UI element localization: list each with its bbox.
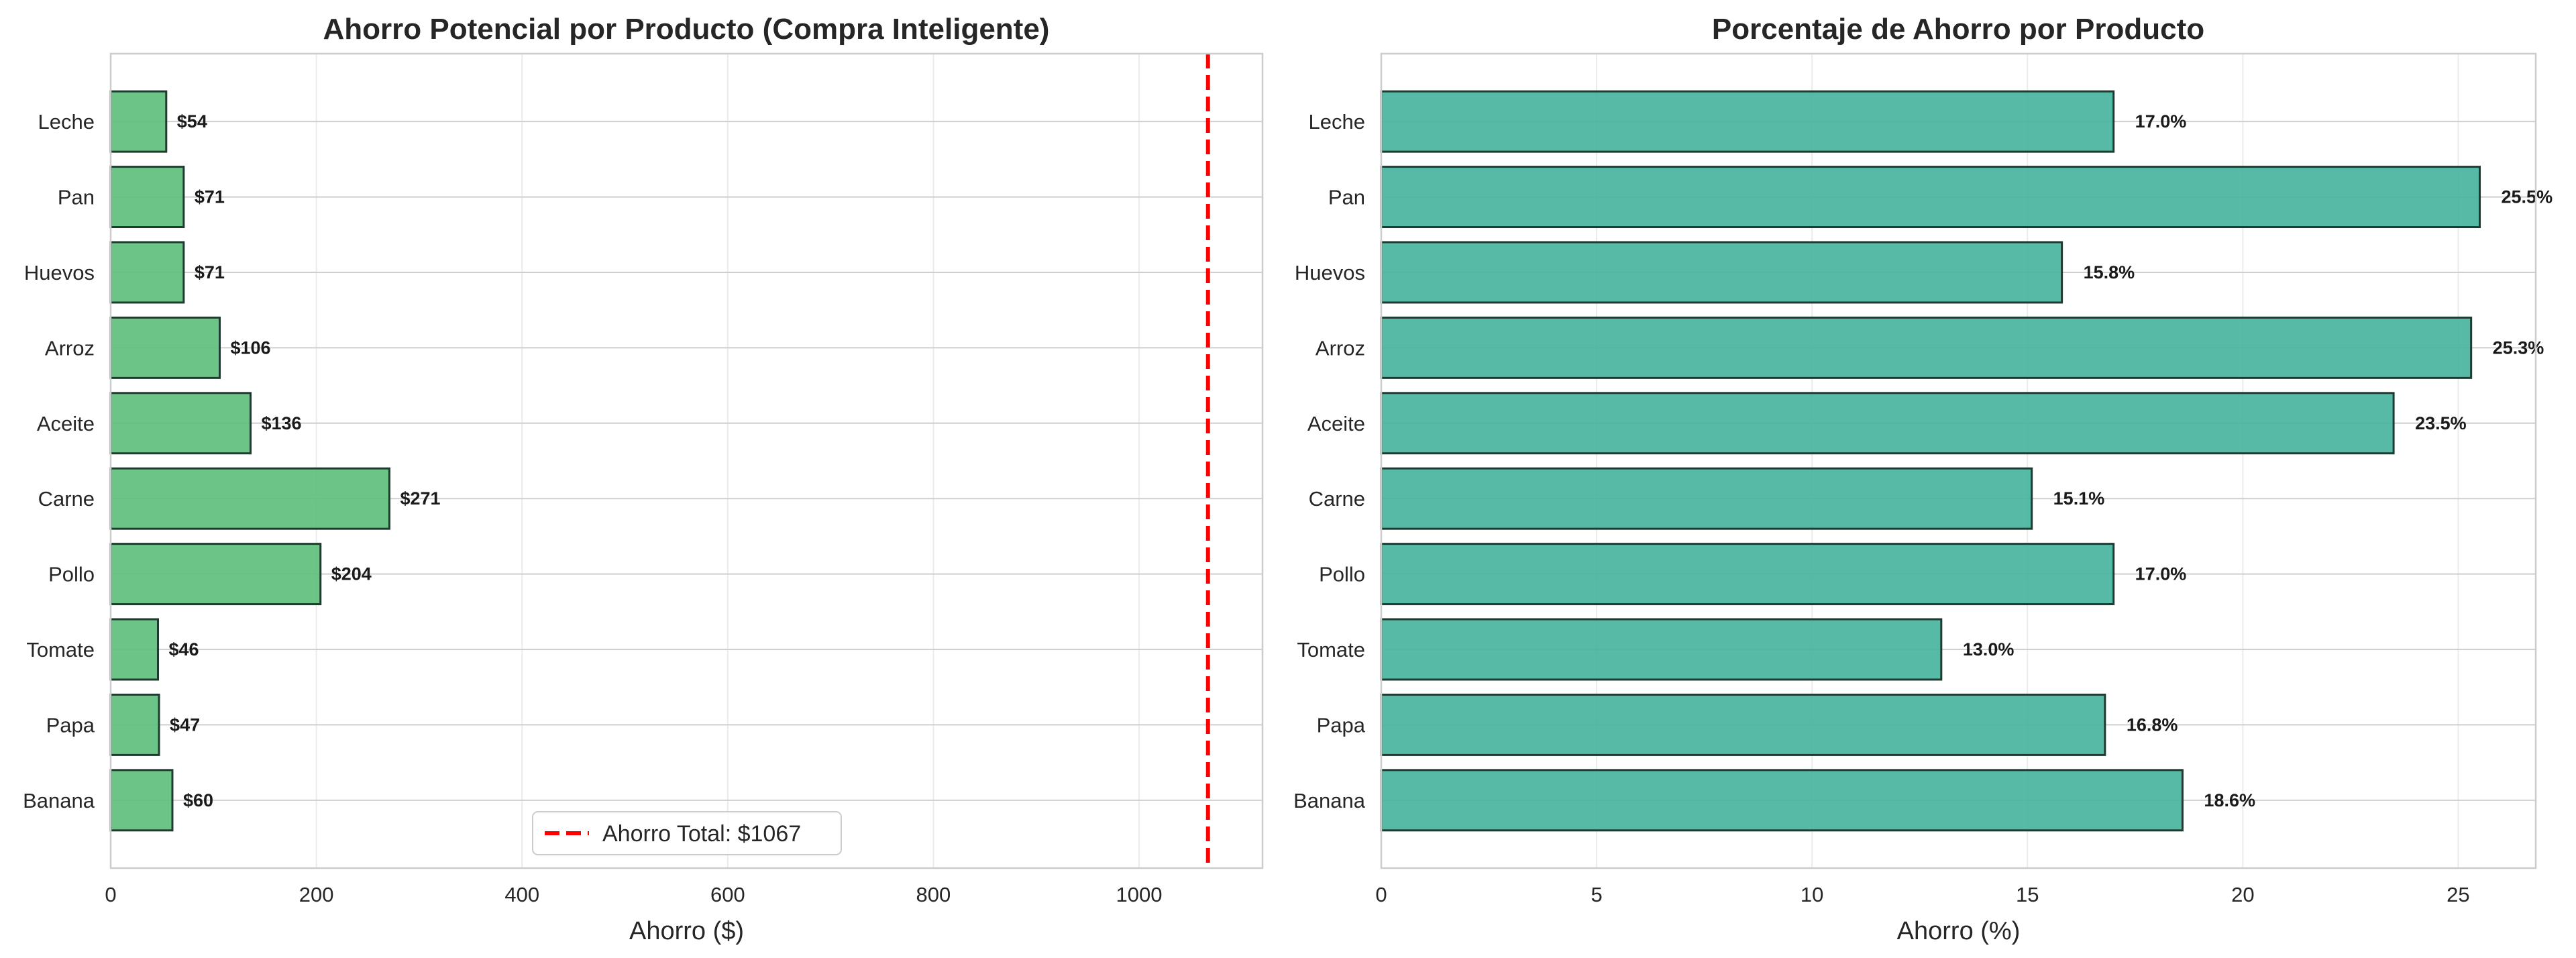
bar-carne [109,467,390,530]
bar-aceite [109,392,252,455]
x-tick-label: 200 [299,883,334,906]
y-tick-label: Papa [1317,713,1366,737]
bar-pollo [1380,543,2115,606]
bar-banana [1380,769,2184,832]
data-label: 15.8% [2084,262,2135,282]
y-tick-label: Tomate [1297,638,1365,661]
y-tick-label: Tomate [26,638,95,661]
plot-area [111,54,1263,868]
bar-huevos [1380,241,2063,304]
bar-tomate [1380,618,1943,681]
chart-title: Porcentaje de Ahorro por Producto [1712,13,2204,46]
x-tick-label: 5 [1591,883,1602,906]
bar-leche [1380,90,2115,153]
data-label: 17.0% [2135,111,2187,131]
x-tick-label: 10 [1801,883,1823,906]
plot-frame [1380,52,2537,869]
data-label: 13.0% [1963,639,2015,659]
y-tick-label: Papa [46,713,95,737]
data-label: $60 [183,790,213,810]
data-label: $204 [331,564,372,584]
bar-pan [1380,166,2481,229]
plot-frame [109,52,1264,869]
bar-pollo [109,543,322,606]
chart-title: Ahorro Potencial por Producto (Compra In… [323,13,1050,46]
data-label: 25.5% [2502,187,2553,207]
x-tick-label: 1000 [1116,883,1163,906]
chart-panel-1: $54 $71 $71 $106 $136 $271 $204 $46 $47 $60 Leche P… [23,13,1264,945]
y-tick-label: Carne [38,487,95,511]
data-label: $271 [400,488,440,509]
y-tick-label: Aceite [1307,412,1365,435]
data-label: $71 [195,262,225,282]
x-tick-label: 15 [2016,883,2039,906]
data-label: $54 [177,111,207,131]
data-label: $46 [169,639,199,659]
x-tick-label: 0 [105,883,116,906]
data-label: $106 [231,337,271,358]
y-tick-label: Carne [1309,487,1365,511]
y-tick-label: Leche [38,110,95,134]
data-label: $71 [195,187,225,207]
data-label: 23.5% [2415,413,2467,433]
data-label: 16.8% [2127,714,2178,735]
y-tick-label: Pan [1328,186,1365,209]
bar-tomate [109,618,160,681]
bar-papa [1380,693,2106,756]
bar-arroz [1380,316,2473,379]
y-tick-label: Huevos [1295,261,1365,284]
data-label: $47 [170,714,200,735]
y-tick-label: Arroz [45,336,95,360]
x-tick-label: 25 [2447,883,2469,906]
x-axis-label: Ahorro ($) [629,917,744,945]
chart-panel-2: 17.0%25.5%15.8%25.3%23.5%15.1%17.0%13.0%… [1293,13,2553,945]
data-label: 18.6% [2204,790,2255,810]
x-tick-label: 20 [2231,883,2254,906]
bar-banana [109,769,174,832]
legend-box [532,811,842,855]
y-tick-label: Banana [23,789,95,812]
x-tick-label: 600 [710,883,745,906]
bar-huevos [109,241,185,304]
y-tick-label: Pan [58,186,95,209]
y-tick-label: Banana [1293,789,1366,812]
x-tick-label: 800 [916,883,951,906]
x-tick-label: 400 [504,883,539,906]
y-tick-label: Aceite [37,412,95,435]
data-label: $136 [261,413,301,433]
y-tick-label: Leche [1309,110,1365,134]
x-axis-label: Ahorro (%) [1897,917,2021,945]
data-label: 17.0% [2135,564,2187,584]
bar-carne [1380,467,2033,530]
bar-arroz [109,316,221,379]
bar-leche [109,90,168,153]
data-label: 15.1% [2053,488,2105,509]
y-tick-label: Huevos [24,261,95,284]
legend-label: Ahorro Total: $1067 [602,821,801,847]
y-tick-label: Pollo [48,563,95,586]
x-tick-label: 0 [1375,883,1387,906]
bar-aceite [1380,392,2395,455]
y-tick-label: Pollo [1319,563,1365,586]
bar-papa [109,693,160,756]
y-tick-label: Arroz [1316,336,1365,360]
bar-pan [109,166,185,229]
